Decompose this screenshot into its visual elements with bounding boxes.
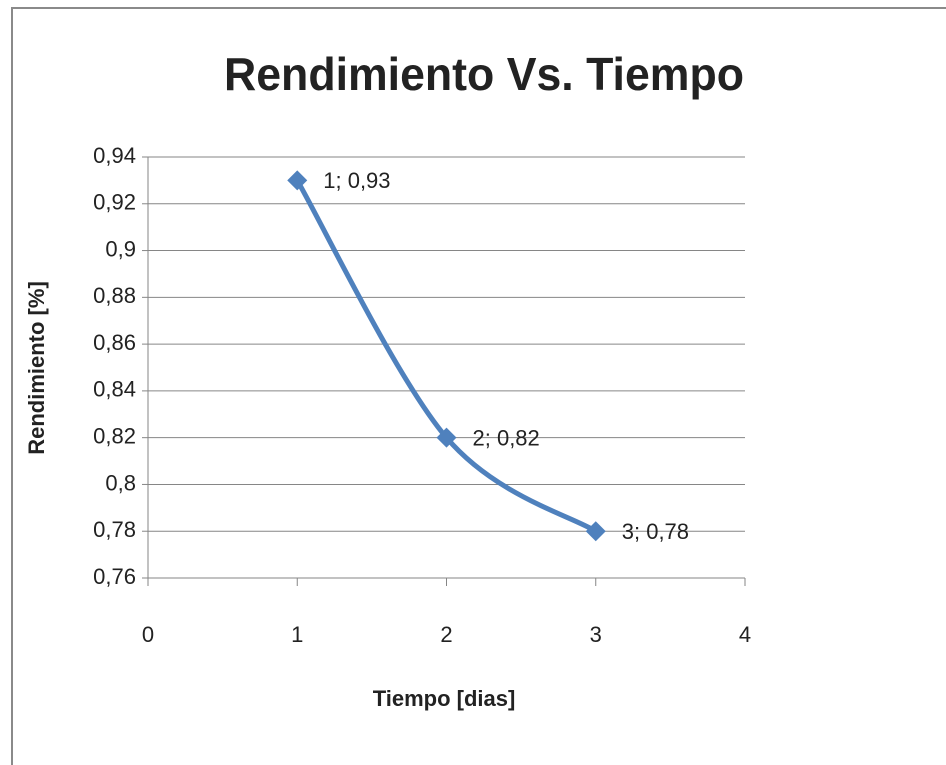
x-tick-label: 1	[291, 622, 303, 647]
data-label: 2; 0,82	[473, 425, 540, 450]
y-tick-label: 0,84	[93, 377, 136, 402]
marker	[287, 170, 308, 191]
chart-border	[11, 7, 946, 765]
chart-title: Rendimiento Vs. Tiempo	[224, 48, 744, 100]
x-tick-label: 0	[142, 622, 154, 647]
data-label: 3; 0,78	[622, 519, 689, 544]
y-tick-label: 0,92	[93, 190, 136, 215]
x-tick-label: 3	[590, 622, 602, 647]
x-axis-title: Tiempo [dias]	[373, 686, 516, 711]
y-tick-label: 0,76	[93, 564, 136, 589]
y-tick-label: 0,94	[93, 143, 136, 168]
y-tick-label: 0,8	[105, 470, 136, 495]
y-tick-label: 0,82	[93, 423, 136, 448]
y-tick-label: 0,86	[93, 330, 136, 355]
marker	[585, 521, 606, 542]
x-tick-label: 2	[440, 622, 452, 647]
marker	[436, 427, 457, 448]
y-tick-label: 0,78	[93, 517, 136, 542]
data-label: 1; 0,93	[323, 168, 390, 193]
y-tick-label: 0,9	[105, 236, 136, 261]
y-tick-label: 0,88	[93, 283, 136, 308]
y-axis-title: Rendimiento [%]	[24, 281, 49, 455]
line	[295, 179, 598, 534]
x-tick-label: 4	[739, 622, 751, 647]
